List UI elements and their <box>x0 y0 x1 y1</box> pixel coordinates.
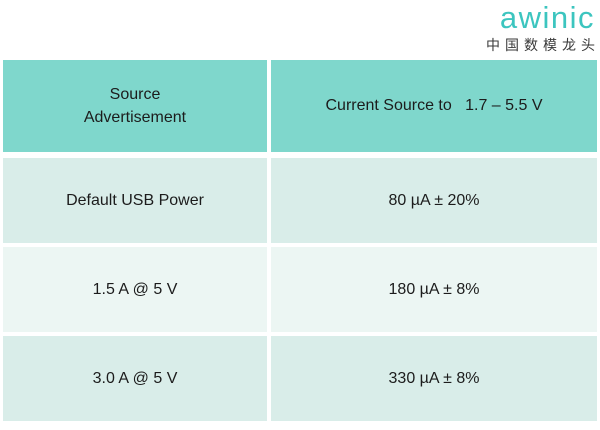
current-cell: 180 µA ± 8% <box>271 247 597 332</box>
table-row: 1.5 A @ 5 V 180 µA ± 8% <box>3 247 597 332</box>
logo-tagline: 中国数模龙头 <box>486 37 600 53</box>
header-cell-current: Current Source to 1.7 – 5.5 V <box>271 60 597 152</box>
source-cell: 1.5 A @ 5 V <box>3 247 267 332</box>
table-header-row: Source Advertisement Current Source to 1… <box>3 60 597 152</box>
source-advertisement-table: Source Advertisement Current Source to 1… <box>3 60 597 425</box>
table-row: Default USB Power 80 µA ± 20% <box>3 158 597 243</box>
current-cell: 330 µA ± 8% <box>271 336 597 421</box>
logo: awinic 中国数模龙头 <box>486 2 595 52</box>
header-cell-source: Source Advertisement <box>3 60 267 152</box>
awinic-brand-text: awinic <box>499 0 595 35</box>
current-cell: 80 µA ± 20% <box>271 158 597 243</box>
table-row: 3.0 A @ 5 V 330 µA ± 8% <box>3 336 597 421</box>
source-cell: Default USB Power <box>3 158 267 243</box>
source-cell: 3.0 A @ 5 V <box>3 336 267 421</box>
